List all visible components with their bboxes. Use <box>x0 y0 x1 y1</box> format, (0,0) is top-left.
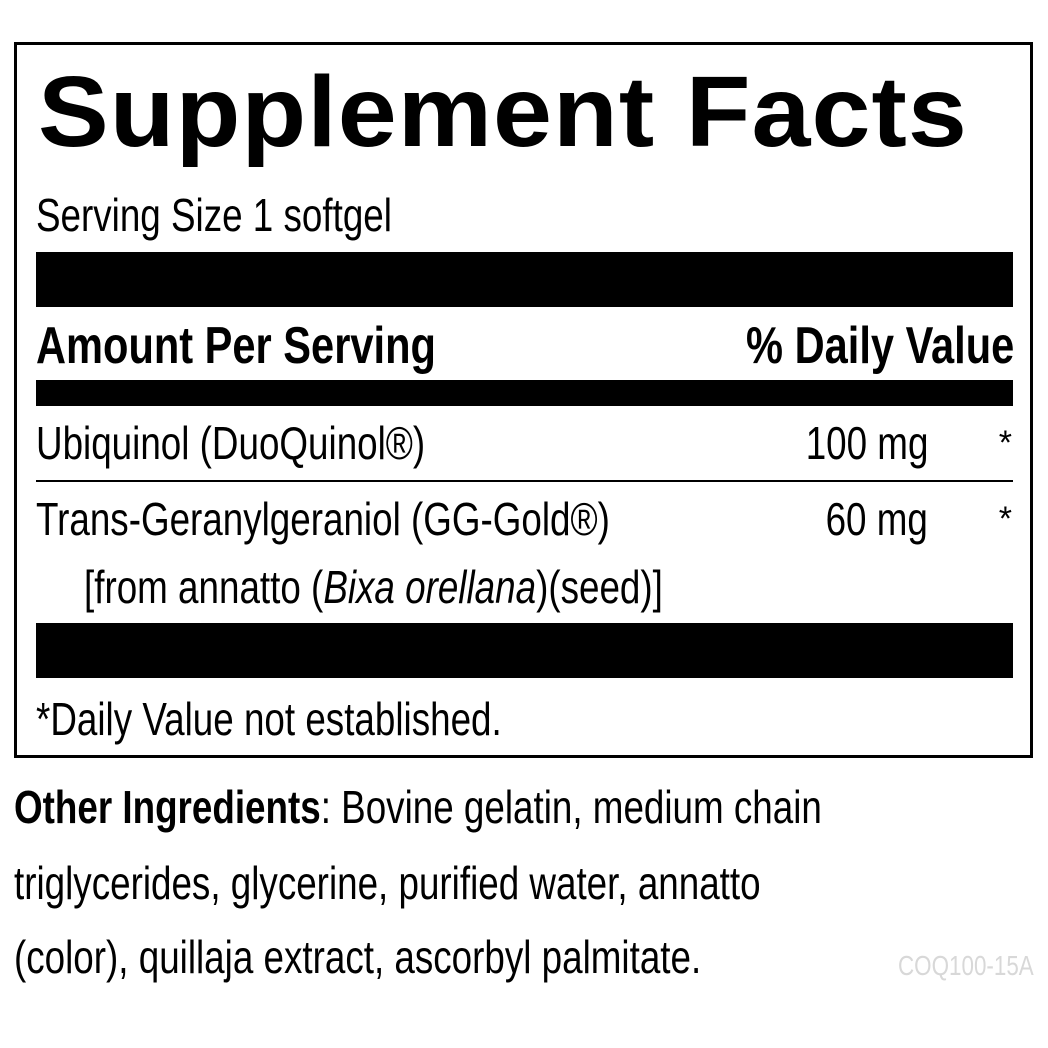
panel-title: Supplement Facts <box>38 56 968 168</box>
header-daily-value: % Daily Value <box>745 317 1014 375</box>
source-suffix: )(seed)] <box>536 561 663 613</box>
row-dv: * <box>998 424 1012 462</box>
source-latin-name: Bixa orellana <box>323 561 537 613</box>
serving-size: Serving Size 1 softgel <box>36 189 392 241</box>
header-amount: Amount Per Serving <box>36 317 436 375</box>
other-ingredients-line: (color), quillaja extract, ascorbyl palm… <box>14 931 702 983</box>
divider-thick <box>36 623 1013 678</box>
supplement-facts-panel <box>14 42 1033 758</box>
footnote: *Daily Value not established. <box>36 693 502 745</box>
other-ingredients-label: Other Ingredients <box>14 781 321 833</box>
product-code: COQ100-15A <box>898 950 1034 981</box>
ingredients-text: : Bovine gelatin, medium chain <box>320 781 822 833</box>
source-prefix: [from annatto ( <box>84 561 324 613</box>
divider-medium <box>36 380 1013 406</box>
row-dv: * <box>998 500 1012 538</box>
row-amount: 100 mg <box>805 417 928 469</box>
row-name: Trans-Geranylgeraniol (GG-Gold®) <box>36 493 610 545</box>
row-amount: 60 mg <box>825 493 928 545</box>
row-name: Ubiquinol (DuoQuinol®) <box>36 417 426 469</box>
divider-thick <box>36 252 1013 307</box>
other-ingredients-line: Other Ingredients: Bovine gelatin, mediu… <box>14 782 822 832</box>
row-source: [from annatto (Bixa orellana)(seed)] <box>84 562 663 612</box>
other-ingredients-line: triglycerides, glycerine, purified water… <box>14 857 761 909</box>
divider-thin <box>36 480 1013 482</box>
